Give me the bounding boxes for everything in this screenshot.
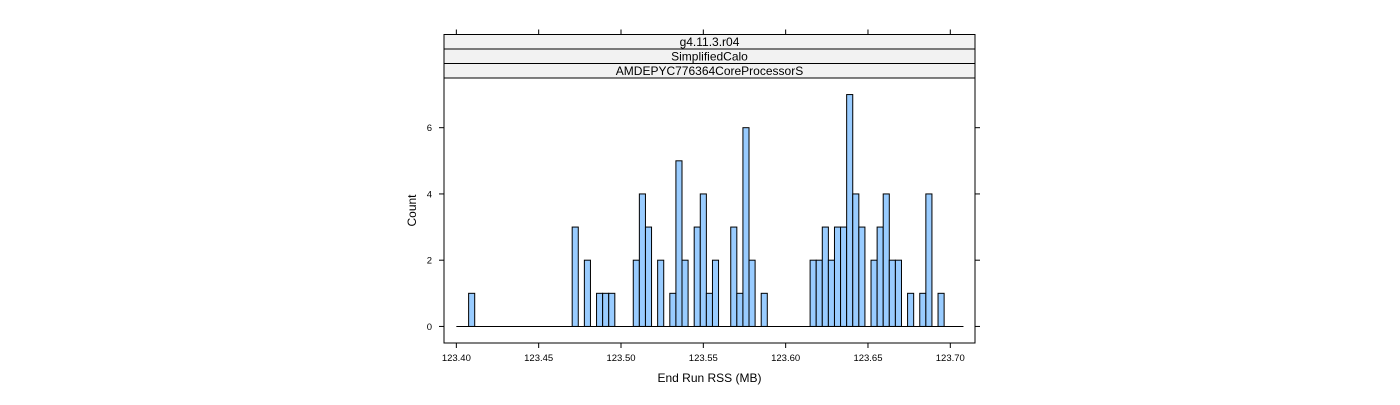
histogram-bar-4	[602, 292, 610, 327]
histogram-bar-38	[925, 193, 933, 327]
histogram-bar-32	[876, 226, 884, 327]
plot-panel	[443, 77, 976, 344]
histogram-bar-3	[596, 292, 604, 327]
histogram-bar-12	[681, 259, 689, 327]
y-tick-label-0: 0	[427, 322, 432, 333]
histogram-bar-20	[748, 259, 756, 327]
histogram-bar-6	[632, 259, 640, 327]
histogram-bar-22	[809, 259, 817, 327]
histogram-bar-16	[711, 259, 720, 327]
histogram-bar-9	[657, 259, 665, 327]
histogram-bar-35	[894, 259, 902, 327]
histogram-bar-17	[730, 226, 738, 327]
histogram-bar-10	[669, 292, 677, 327]
histogram-bar-1	[571, 226, 579, 327]
y-axis-title: Count	[405, 194, 419, 227]
x-tick-label-0: 123.40	[442, 353, 471, 364]
histogram-bar-25	[827, 259, 835, 327]
x-axis-title: End Run RSS (MB)	[657, 371, 761, 385]
histogram-bar-26	[833, 226, 842, 327]
histogram-bar-2	[583, 259, 591, 327]
x-tick-label-6: 123.70	[936, 353, 965, 364]
x-tick-label-4: 123.60	[771, 353, 800, 364]
strip-group: g4.11.3.r04 SimplifiedCalo AMDEPYC776364…	[443, 34, 976, 79]
histogram-bar-27	[840, 226, 848, 327]
strip-label-2: SimplifiedCalo	[671, 50, 748, 64]
histogram-bar-24	[821, 226, 829, 327]
strip-label-1: g4.11.3.r04	[680, 35, 740, 49]
bars-group	[456, 94, 964, 327]
histogram-bar-28	[846, 94, 854, 327]
strip-label-3: AMDEPYC776364CoreProcessorS	[616, 64, 803, 78]
histogram-bar-13	[693, 226, 701, 327]
y-tick-label-2: 4	[427, 189, 432, 200]
histogram-bar-18	[736, 292, 744, 327]
y-tick-label-3: 6	[427, 123, 432, 134]
histogram-bar-30	[858, 226, 866, 327]
histogram-bar-29	[852, 193, 860, 327]
histogram-bar-14	[699, 193, 707, 327]
histogram-bar-36	[907, 292, 915, 327]
histogram-bar-39	[937, 292, 945, 327]
ticks-group: 123.40 123.45 123.50 123.55 123.60 123.65 123.…	[427, 29, 980, 364]
histogram-bar-21	[760, 292, 768, 327]
histogram-bar-0	[468, 292, 476, 327]
x-tick-label-5: 123.65	[853, 353, 882, 364]
x-tick-label-1: 123.45	[524, 353, 553, 364]
histogram-bar-23	[815, 259, 823, 327]
histogram-bar-7	[638, 193, 646, 327]
histogram-bar-37	[919, 292, 927, 327]
histogram-bar-34	[888, 259, 896, 327]
histogram-bar-5	[608, 292, 616, 327]
histogram-bar-15	[705, 292, 713, 327]
histogram-bar-31	[870, 259, 878, 327]
x-tick-label-3: 123.55	[689, 353, 718, 364]
histogram-bar-33	[882, 193, 890, 327]
histogram-bar-19	[742, 127, 750, 327]
histogram-bar-11	[675, 160, 683, 327]
y-tick-label-1: 2	[427, 256, 432, 267]
x-tick-label-2: 123.50	[606, 353, 635, 364]
histogram-bar-8	[644, 226, 653, 327]
